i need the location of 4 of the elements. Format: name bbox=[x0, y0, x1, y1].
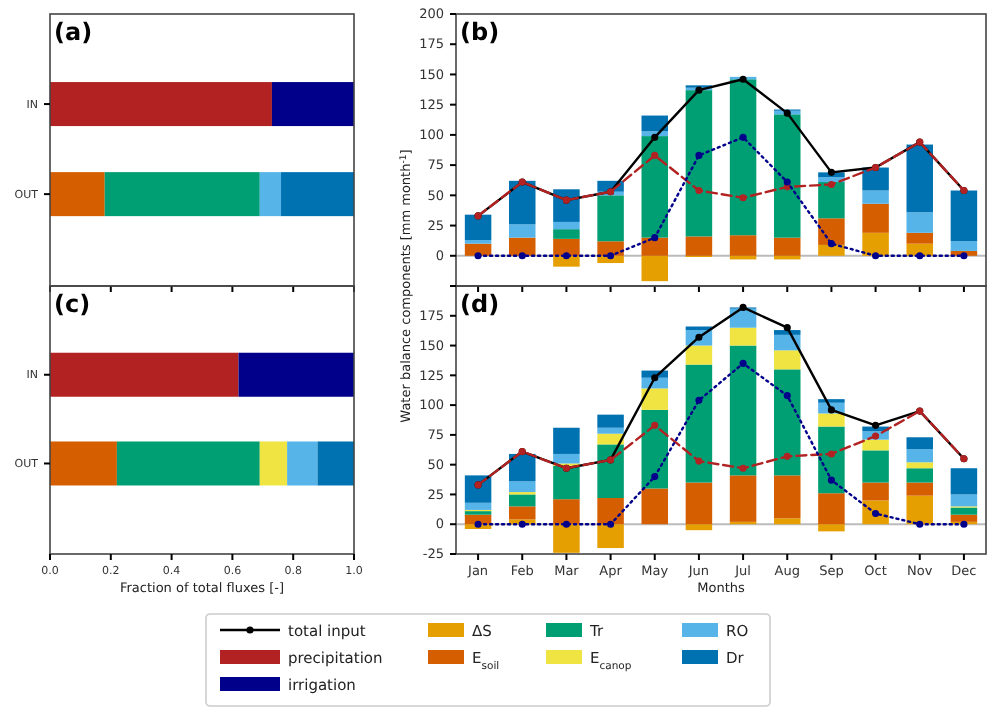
annotation: (b) bbox=[460, 18, 500, 46]
annotation: (d) bbox=[460, 290, 500, 318]
annotation: (a) bbox=[54, 18, 93, 46]
annotation: (c) bbox=[54, 290, 91, 318]
